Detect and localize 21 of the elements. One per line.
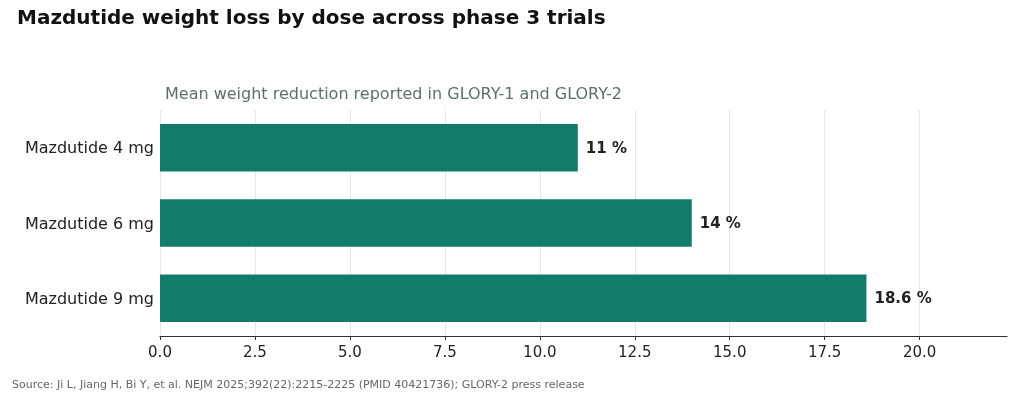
- chart-subtitle: Mean weight reduction reported in GLORY-1 and GLORY-2: [165, 83, 623, 103]
- x-tick-label: 17.5: [807, 342, 842, 361]
- x-tick-label: 0.0: [148, 342, 172, 361]
- y-tick-label: Mazdutide 6 mg: [24, 213, 154, 233]
- x-tick-label: 12.5: [618, 342, 652, 361]
- bar: [160, 274, 867, 323]
- bar: [160, 199, 692, 247]
- chart-title: Mazdutide weight loss by dose across phase 3 trials: [17, 5, 606, 29]
- x-tick-label: 5.0: [337, 342, 362, 361]
- x-tick-label: 10.0: [523, 342, 557, 361]
- y-tick-label: Mazdutide 4 mg: [24, 138, 154, 158]
- y-tick-label: Mazdutide 9 mg: [24, 288, 154, 308]
- data-label: 18.6 %: [874, 289, 932, 308]
- x-tick-label: 7.5: [432, 342, 457, 361]
- x-tick-label: 20.0: [902, 342, 937, 361]
- data-label: 11 %: [585, 138, 627, 157]
- bar: [160, 123, 578, 172]
- x-tick-label: 15.0: [713, 342, 747, 361]
- data-label: 14 %: [699, 214, 741, 232]
- x-tick-label: 2.5: [243, 342, 267, 361]
- source-note: Source: Ji L, Jiang H, Bi Y, et al. NEJM 2025;392(22):2215-2225 (PMID 40421736); GLORY-2 press release: [12, 378, 585, 391]
